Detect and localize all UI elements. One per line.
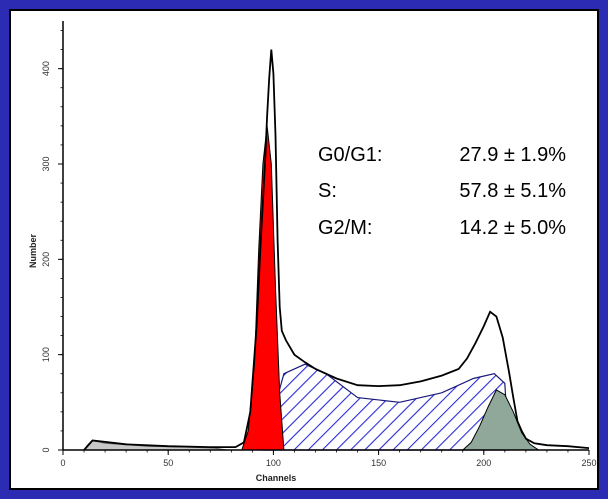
x-tick-label: 50 — [163, 458, 173, 468]
g0g1-peak-area — [241, 125, 285, 451]
g2m-value: 14.2 ± 5.0% — [459, 217, 566, 239]
g2m-label: G2/M: — [318, 217, 372, 239]
y-axis-label: Number — [28, 234, 38, 269]
chart-frame: 0 50 100 150 200 250 0 100 200 300 400 G0/G1: 27.9… — [9, 9, 599, 490]
x-tick-label: 0 — [60, 458, 65, 468]
y-tick-label: 300 — [41, 156, 51, 171]
y-tick-label: 100 — [41, 347, 51, 362]
x-tick-label: 150 — [371, 458, 386, 468]
x-tick-label: 250 — [581, 458, 596, 468]
g2m-peak-area — [461, 389, 541, 451]
y-tick-label: 200 — [41, 252, 51, 267]
s-value: 57.8 ± 5.1% — [459, 180, 566, 202]
y-tick-label: 400 — [41, 61, 51, 76]
x-tick-label: 200 — [476, 458, 491, 468]
x-tick-label: 100 — [266, 458, 281, 468]
x-axis-label: Channels — [256, 473, 297, 483]
total-histogram-line — [83, 49, 590, 451]
g0g1-value: 27.9 ± 1.9% — [459, 144, 566, 166]
annotation-box: G0/G1: 27.9 ± 1.9% S: 57.8 ± 5.1% G2/M: … — [318, 144, 566, 239]
cell-cycle-histogram: 0 50 100 150 200 250 0 100 200 300 400 G0/G1: 27.9… — [28, 21, 597, 483]
y-tick-label: 0 — [41, 447, 51, 452]
g0g1-label: G0/G1: — [318, 144, 382, 166]
s-label: S: — [318, 180, 337, 202]
s-phase-area — [262, 363, 510, 451]
